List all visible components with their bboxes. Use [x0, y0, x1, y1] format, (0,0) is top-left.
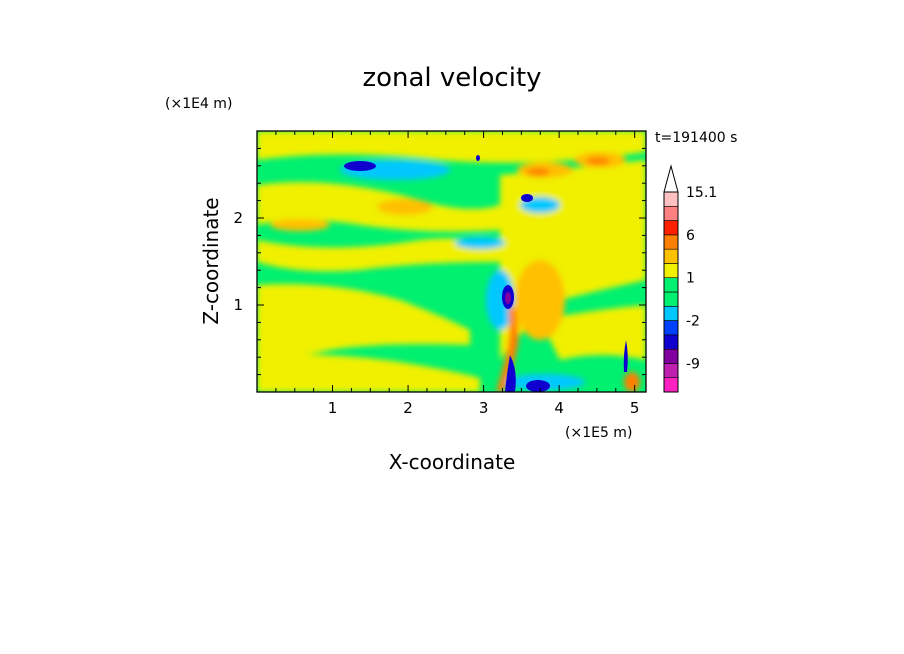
blob-red-right-bottom: [624, 372, 640, 392]
colorbar-label: -9: [686, 356, 700, 372]
chart-title: zonal velocity: [362, 63, 541, 93]
blob-orange-upper-mid: [377, 199, 433, 215]
colorbar-label: -2: [686, 314, 700, 330]
x-axis-label: X-coordinate: [389, 450, 516, 474]
time-label: t=191400 s: [655, 130, 737, 146]
blob-navy-right-edge: [623, 340, 628, 372]
colorbar-segment: [663, 291, 679, 307]
colorbar-segment: [663, 220, 679, 236]
colorbar-label: 1: [686, 271, 695, 287]
contour-sharp: [344, 155, 628, 392]
colorbar-segment: [663, 334, 679, 350]
blob-cyan-mid: [455, 237, 505, 249]
x-tick-label: 3: [479, 399, 489, 417]
blob-orange-left: [270, 219, 330, 231]
y-tick-label: 2: [233, 209, 243, 227]
colorbar: 15.1 6 1 -2 -9: [663, 164, 717, 393]
band-yellow-mid: [257, 238, 500, 272]
colorbar-segment: [663, 191, 679, 207]
x-tick-label: 2: [403, 399, 413, 417]
blob-blue-dot: [476, 155, 480, 161]
colorbar-segment: [663, 320, 679, 336]
colorbar-segment: [663, 248, 679, 264]
colorbar-segment: [663, 234, 679, 250]
contour-field: [257, 131, 646, 392]
x-tick-label: 5: [630, 399, 640, 417]
blob-blue-topleft: [344, 161, 376, 171]
colorbar-segment: [663, 205, 679, 221]
colorbar-segment: [663, 305, 679, 321]
blob-purple-core: [505, 292, 511, 304]
y-axis-label: Z-coordinate: [199, 197, 223, 324]
x-unit-label: (×1E5 m): [565, 425, 632, 441]
blob-navy-bottom-2: [526, 380, 550, 392]
axis-ticks: 1 2 3 4 5 1 2: [233, 131, 646, 417]
colorbar-segment: [663, 348, 679, 364]
band-yellow-lowerleft: [257, 284, 470, 357]
blob-red-plume: [496, 305, 519, 392]
plot-frame: [256, 130, 647, 393]
colorbar-label: 15.1: [686, 185, 717, 201]
colorbar-label: 6: [686, 228, 695, 244]
x-tick-label: 1: [328, 399, 338, 417]
band-yellow-bottomleft: [257, 354, 480, 392]
colorbar-segment: [663, 263, 679, 279]
y-tick-label: 1: [233, 296, 243, 314]
band-yellow-right-low: [540, 305, 646, 360]
y-unit-label: (×1E4 m): [165, 96, 232, 112]
colorbar-segment: [663, 377, 679, 393]
colorbar-extend-triangle: [663, 164, 679, 193]
colorbar-segment: [663, 277, 679, 293]
x-tick-label: 4: [554, 399, 564, 417]
blob-navy-bottom-1: [505, 355, 516, 392]
blob-blue-right: [521, 194, 533, 202]
blob-cyan-column: [486, 270, 514, 330]
colorbar-frame: [663, 191, 679, 393]
blob-red-right-2: [586, 157, 610, 165]
colorbar-segment: [663, 363, 679, 379]
blob-red-right-1: [526, 168, 550, 176]
contour-shapes: [257, 131, 646, 392]
band-yellow-top: [257, 131, 646, 163]
blob-orange-plume: [515, 260, 565, 340]
